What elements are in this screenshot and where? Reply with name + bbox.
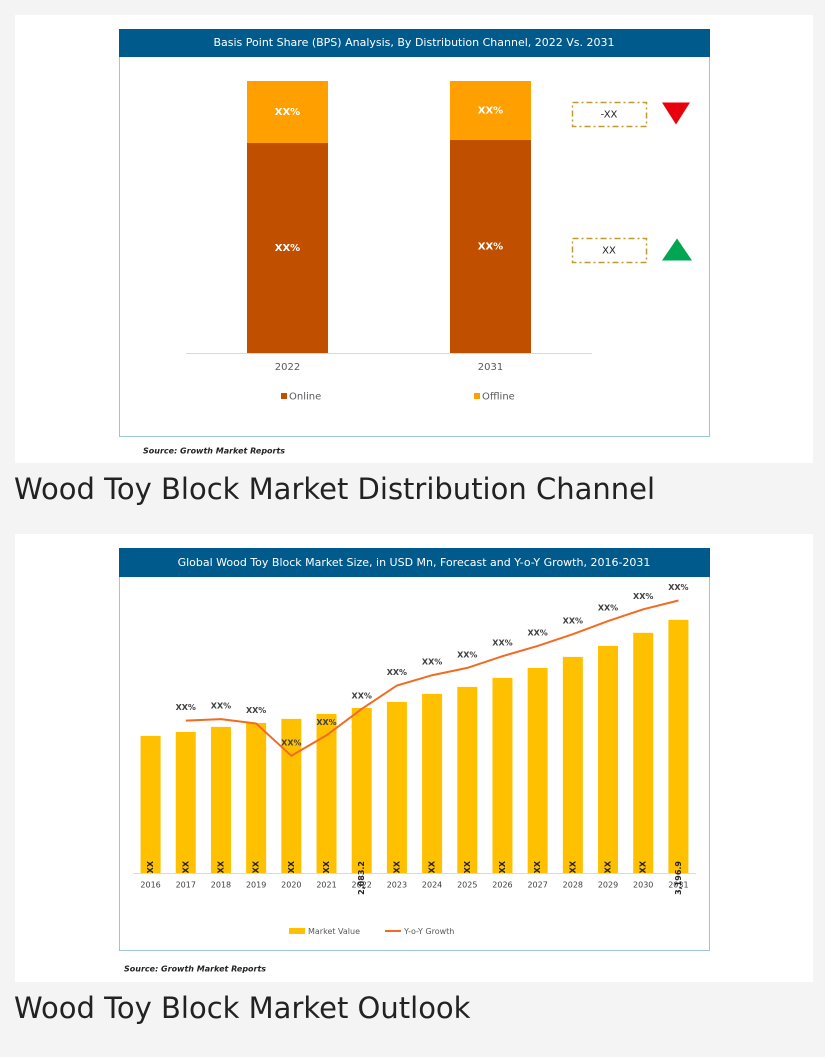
bar (351, 708, 372, 873)
data-label: XX% (478, 106, 503, 117)
x-tick-label: 2029 (598, 881, 618, 890)
change-arrow (662, 102, 690, 125)
legend-label: Y-o-Y Growth (403, 927, 454, 936)
data-label: XX (568, 860, 577, 873)
change-label: XX (602, 246, 616, 257)
x-tick-label: 2027 (527, 881, 547, 890)
x-tick-label: 2026 (492, 881, 512, 890)
x-tick-label: 2020 (281, 881, 301, 890)
heading: Wood Toy Block Market Outlook (14, 991, 471, 1025)
x-tick-label: 2022 (275, 362, 300, 373)
data-label: XX (604, 860, 613, 873)
x-tick-label: 2019 (246, 881, 266, 890)
data-label: XX% (387, 668, 407, 677)
data-label: XX (428, 860, 437, 873)
data-label: XX% (457, 650, 477, 659)
data-label: XX% (668, 583, 688, 592)
data-label: XX% (275, 243, 300, 254)
legend-label: Market Value (308, 927, 360, 936)
bar-segment (450, 140, 531, 353)
bar-segment (450, 81, 531, 141)
x-tick-label: 2018 (211, 881, 231, 890)
data-label: XX% (527, 628, 547, 637)
bar-segment (247, 143, 328, 353)
bar (316, 713, 337, 873)
x-tick-label: 2024 (422, 881, 442, 890)
data-label: XX% (478, 242, 503, 253)
change-box (571, 237, 648, 264)
x-tick-label: 2025 (457, 881, 477, 890)
bar (140, 735, 161, 873)
data-label: XX (322, 860, 331, 873)
bar (457, 686, 478, 873)
data-label: XX% (275, 107, 300, 118)
data-label: XX (639, 860, 648, 873)
bar (281, 718, 302, 873)
bar (492, 677, 513, 873)
data-label: XX% (246, 706, 266, 715)
chart-frame (119, 548, 710, 951)
source: Source: Growth Market Reports (124, 965, 266, 974)
x-tick-label: 2017 (176, 881, 196, 890)
x-tick-label: 2023 (387, 881, 407, 890)
bar-segment (247, 81, 328, 144)
legend-swatch (289, 928, 305, 934)
title-bar (119, 29, 710, 57)
legend-swatch (281, 393, 287, 399)
data-label: XX (533, 860, 542, 873)
data-label: XX% (422, 658, 442, 667)
data-label: XX (498, 860, 507, 873)
bar (175, 731, 196, 873)
source: Source: Growth Market Reports (143, 447, 285, 456)
x-tick-label: 2021 (316, 881, 336, 890)
title-bar (119, 548, 710, 577)
bar (210, 726, 231, 873)
chart-frame (119, 29, 710, 437)
chart-title: Global Wood Toy Block Market Size, in US… (178, 556, 651, 569)
x-tick-label: 2031 (478, 362, 503, 373)
legend-label: Offline (482, 392, 515, 403)
data-label: 2,083.2 (357, 861, 366, 895)
x-tick-label: 2030 (633, 881, 653, 890)
legend-label: Online (289, 392, 321, 403)
data-label: XX (392, 860, 401, 873)
heading: Wood Toy Block Market Distribution Chann… (14, 472, 655, 506)
bar (633, 632, 654, 873)
x-tick-label: 2016 (140, 881, 160, 890)
data-label: XX% (352, 691, 372, 700)
change-label: -XX (601, 110, 618, 121)
bar (527, 667, 548, 873)
x-tick-label: 2031 (668, 881, 688, 890)
x-tick-label: 2028 (563, 881, 583, 890)
data-label: XX% (316, 718, 336, 727)
bar (668, 619, 689, 873)
chart-title: Basis Point Share (BPS) Analysis, By Dis… (213, 36, 614, 49)
bar (598, 645, 619, 873)
data-label: XX (146, 860, 155, 873)
data-label: XX (287, 860, 296, 873)
data-label: 3,196.9 (674, 861, 683, 895)
change-arrow (662, 238, 692, 261)
data-label: XX% (281, 738, 301, 747)
line (185, 599, 679, 758)
data-label: XX% (211, 702, 231, 711)
data-label: XX% (633, 592, 653, 601)
data-label: XX (252, 860, 261, 873)
data-label: XX (181, 860, 190, 873)
data-label: XX% (492, 639, 512, 648)
data-label: XX (463, 860, 472, 873)
bar (562, 656, 583, 873)
bar (422, 693, 443, 873)
bar (246, 722, 267, 873)
data-label: XX% (563, 617, 583, 626)
change-box (571, 101, 648, 128)
bar (386, 701, 407, 873)
data-label: XX (216, 860, 225, 873)
legend-swatch (474, 393, 480, 399)
data-label: XX% (598, 604, 618, 613)
data-label: XX% (176, 703, 196, 712)
x-tick-label: 2022 (352, 881, 372, 890)
